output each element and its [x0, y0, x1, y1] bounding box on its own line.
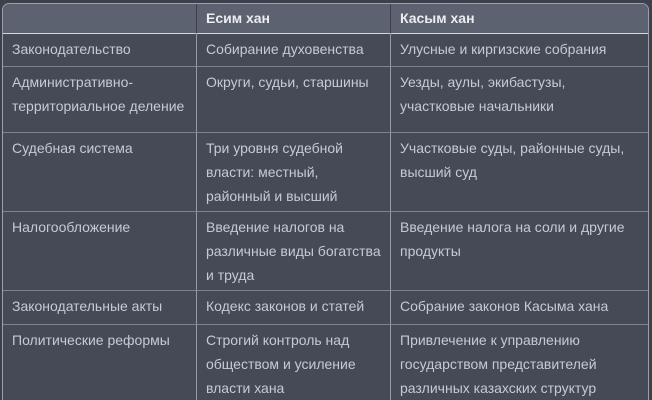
- cell-esim-khan: Кодекс законов и статей: [196, 290, 390, 324]
- cell-kasym-khan: Введение налога на соли и другие продукт…: [390, 211, 648, 290]
- cell-kasym-khan: Улусные и киргизские собрания: [390, 34, 648, 66]
- table-row: Судебная система Три уровня судебной вла…: [3, 132, 648, 211]
- cell-category: Законодательство: [3, 34, 196, 66]
- cell-category: Законодательные акты: [3, 290, 196, 324]
- header-cell-esim-khan: Есим хан: [196, 4, 390, 34]
- table-row: Административно-территориальное деление …: [3, 66, 648, 132]
- cell-category: Судебная система: [3, 132, 196, 211]
- cell-kasym-khan: Привлечение к управлению государством пр…: [390, 324, 648, 400]
- cell-category: Административно-территориальное деление: [3, 66, 196, 132]
- cell-kasym-khan: Уезды, аулы, экибастузы, участковые нача…: [390, 66, 648, 132]
- cell-category: Налогообложение: [3, 211, 196, 290]
- header-cell-kasym-khan: Касым хан: [390, 4, 648, 34]
- header-row: Есим хан Касым хан: [3, 4, 648, 34]
- cell-esim-khan: Строгий контроль над обществом и усилени…: [196, 324, 390, 400]
- table-row: Законодательные акты Кодекс законов и ст…: [3, 290, 648, 324]
- cell-kasym-khan: Собрание законов Касыма хана: [390, 290, 648, 324]
- cell-esim-khan: Введение налогов на различные виды богат…: [196, 211, 390, 290]
- khan-comparison-table: Есим хан Касым хан Законодательство Соби…: [2, 3, 649, 400]
- cell-esim-khan: Округи, судьи, старшины: [196, 66, 390, 132]
- cell-esim-khan: Собирание духовенства: [196, 34, 390, 66]
- table-row: Налогообложение Введение налогов на разл…: [3, 211, 648, 290]
- cell-esim-khan: Три уровня судебной власти: местный, рай…: [196, 132, 390, 211]
- table-row: Политические реформы Строгий контроль на…: [3, 324, 648, 400]
- table-row: Законодательство Собирание духовенства У…: [3, 34, 648, 66]
- cell-kasym-khan: Участковые суды, районные суды, высший с…: [390, 132, 648, 211]
- cell-category: Политические реформы: [3, 324, 196, 400]
- comparison-table: Есим хан Касым хан Законодательство Соби…: [3, 4, 648, 400]
- header-cell-category: [3, 4, 196, 34]
